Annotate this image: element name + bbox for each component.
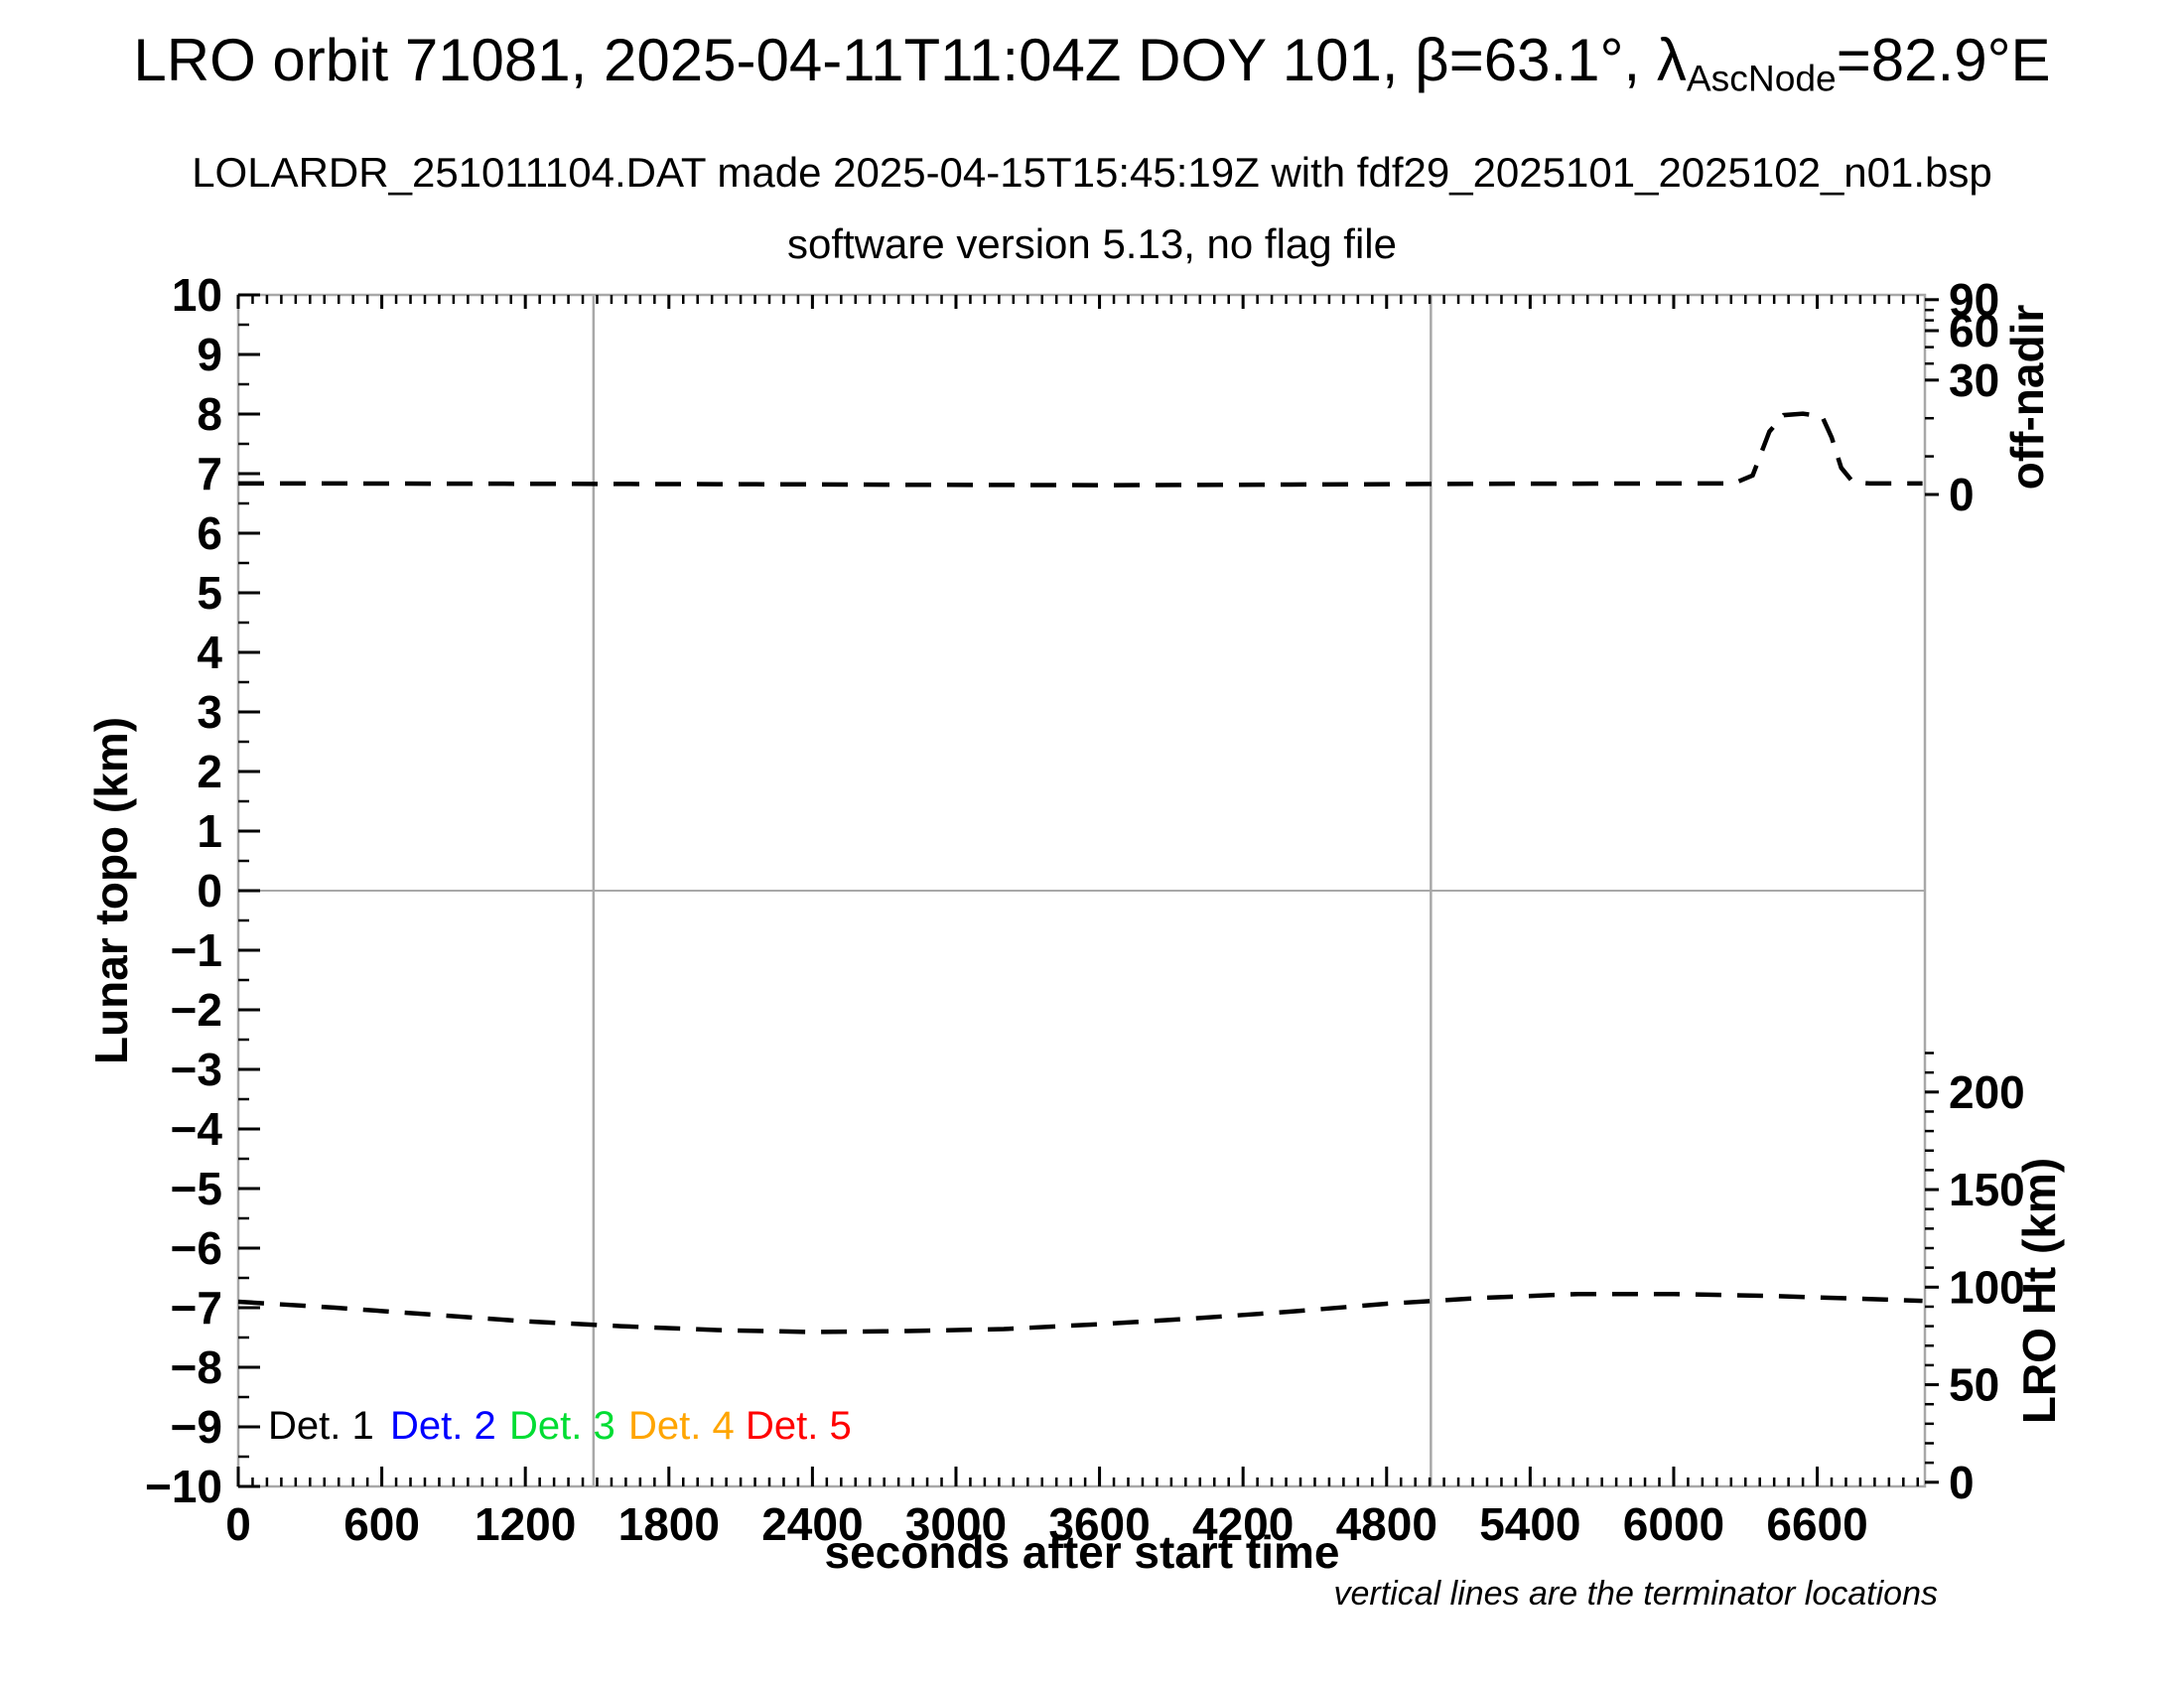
lro-ht-tick-label: 150 <box>1949 1164 2025 1215</box>
x-tick-label: 5400 <box>1479 1498 1580 1550</box>
lro-ht-tick-label: 0 <box>1949 1457 1975 1508</box>
terminator-lines <box>592 295 1433 1486</box>
left-tick-label: 3 <box>197 686 222 738</box>
left-tick-label: −7 <box>171 1282 222 1334</box>
lro-height-series-line <box>237 1291 1923 1335</box>
left-tick-label: −4 <box>171 1103 223 1155</box>
title-subscript: AscNode <box>1686 57 1837 99</box>
x-tick-label: 2400 <box>761 1498 863 1550</box>
x-tick-label: 6000 <box>1623 1498 1724 1550</box>
left-tick-label: 10 <box>172 269 222 321</box>
left-tick-label: 9 <box>197 329 222 380</box>
legend-item-det1: Det. 1 <box>268 1404 374 1448</box>
left-tick-label: 2 <box>197 746 222 797</box>
subtitle-data-file: LOLARDR_251011104.DAT made 2025-04-15T15… <box>192 149 1992 196</box>
left-tick-label: 4 <box>197 627 222 678</box>
lro-ht-tick-label: 200 <box>1949 1066 2025 1118</box>
left-tick-label: −9 <box>171 1401 222 1453</box>
off-nadir-series-line <box>238 411 1923 488</box>
off-nadir-tick-label: 30 <box>1949 354 1999 406</box>
title-part2: =82.9°E <box>1836 27 2051 93</box>
left-tick-label: 0 <box>197 865 222 916</box>
off-nadir-tick-label: 90 <box>1949 274 1999 326</box>
x-axis-title: seconds after start time <box>824 1526 1340 1578</box>
terminator-footnote: vertical lines are the terminator locati… <box>1333 1575 1939 1613</box>
left-tick-label: −5 <box>171 1163 222 1214</box>
left-tick-label: −3 <box>171 1044 222 1095</box>
legend-item-det2: Det. 2 <box>390 1404 496 1448</box>
left-tick-label: −10 <box>145 1461 222 1512</box>
x-tick-label: 600 <box>343 1498 420 1550</box>
x-tick-label: 3000 <box>905 1498 1007 1550</box>
off-nadir-tick-label: 60 <box>1949 305 1999 356</box>
left-tick-label: 1 <box>197 805 222 857</box>
x-tick-label: 1800 <box>618 1498 720 1550</box>
left-tick-label: 8 <box>197 388 222 440</box>
title-part1: LRO orbit 71081, 2025-04-11T11:04Z DOY 1… <box>133 27 1687 93</box>
left-tick-label: −1 <box>171 924 222 976</box>
left-tick-label: −8 <box>171 1341 222 1393</box>
y-axis-title-left: Lunar topo (km) <box>85 716 137 1065</box>
y-axis-title-lro-height: LRO Ht (km) <box>2013 1157 2065 1425</box>
lro-ht-axis-ticks: 200 150 100 50 0 <box>1925 1052 2025 1508</box>
y-axis-title-off-nadir: off-nadir <box>2001 304 2053 491</box>
x-tick-label: 1200 <box>475 1498 576 1550</box>
left-tick-label: 7 <box>197 448 222 499</box>
subtitle-software-version: software version 5.13, no flag file <box>786 220 1397 267</box>
x-tick-label: 3600 <box>1048 1498 1150 1550</box>
detector-legend: Det. 1 Det. 2 Det. 3 Det. 4 Det. 5 <box>0 1404 2184 1464</box>
x-axis-ticks: 0 600 1200 1800 2400 3000 3600 4200 4800 5400 6000… <box>225 295 1920 1550</box>
off-nadir-tick-label: 0 <box>1949 469 1975 520</box>
left-tick-label: 5 <box>197 567 222 619</box>
page-title: LRO orbit 71081, 2025-04-11T11:04Z DOY 1… <box>0 26 2184 99</box>
x-tick-label: 6600 <box>1766 1498 1867 1550</box>
legend-item-det4: Det. 4 <box>628 1404 735 1448</box>
left-tick-label: 6 <box>197 507 222 559</box>
x-tick-label: 4800 <box>1336 1498 1437 1550</box>
lro-ht-tick-label: 50 <box>1949 1359 1999 1411</box>
left-tick-label: −6 <box>171 1222 222 1274</box>
x-tick-label: 0 <box>225 1498 251 1550</box>
x-tick-label: 4200 <box>1192 1498 1294 1550</box>
legend-item-det3: Det. 3 <box>509 1404 615 1448</box>
lro-ht-tick-label: 100 <box>1949 1261 2025 1313</box>
legend-item-det5: Det. 5 <box>746 1404 852 1448</box>
left-tick-label: −2 <box>171 984 222 1036</box>
